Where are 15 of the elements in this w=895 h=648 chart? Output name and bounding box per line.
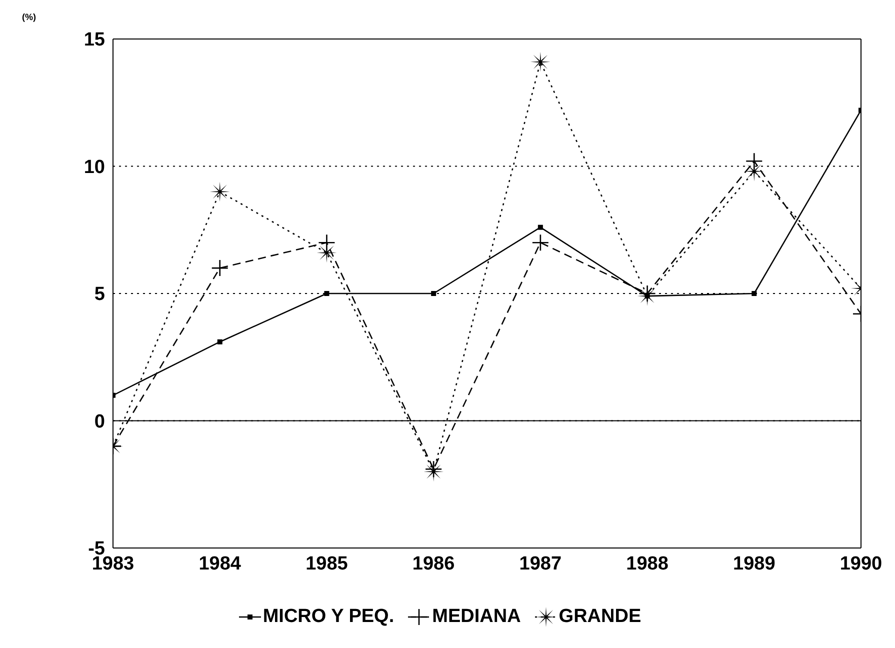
y-tick-label: 5 xyxy=(94,284,106,306)
x-tick-label: 1987 xyxy=(519,553,562,574)
legend-label: MEDIANA xyxy=(431,606,521,628)
x-tick-label: 1988 xyxy=(626,553,668,574)
text: (%) xyxy=(22,12,36,22)
y-tick-label: 15 xyxy=(84,30,106,51)
legend-label: MICRO Y PEQ. xyxy=(262,606,394,628)
y-tick-label: 0 xyxy=(94,411,105,432)
x-tick-label: 1990 xyxy=(840,553,882,574)
x-tick-label: 1985 xyxy=(306,553,348,574)
legend-label: GRANDE xyxy=(558,606,642,628)
y-tick-label: 10 xyxy=(84,156,105,178)
x-tick-label: 1986 xyxy=(412,553,455,574)
x-tick-label: 1984 xyxy=(198,553,242,574)
x-tick-label: 1989 xyxy=(733,553,776,574)
